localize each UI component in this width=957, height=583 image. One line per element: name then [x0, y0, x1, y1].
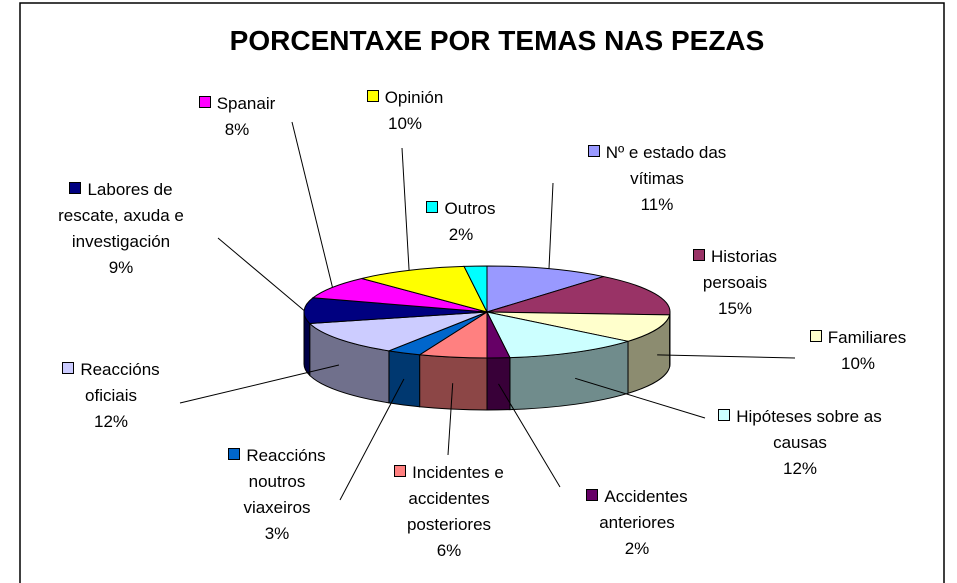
- slice: [463, 265, 488, 313]
- legend-key: [394, 465, 407, 477]
- category-label: Reaccións noutros viaxeiros: [243, 446, 326, 517]
- value-label: 10%: [387, 114, 423, 133]
- data-label: Reaccións noutros viaxeiros 3%: [222, 443, 332, 547]
- value-label: 8%: [224, 120, 250, 139]
- legend-key: [692, 249, 705, 261]
- category-label: Labores de rescate, axuda e investigació…: [58, 180, 184, 251]
- data-label: Familiares 10%: [788, 325, 928, 377]
- legend-key: [228, 448, 241, 460]
- category-label: Accidentes anteriores: [599, 487, 688, 532]
- label-name: Reaccións noutros viaxeiros: [222, 443, 332, 521]
- data-label: Reaccións oficiais 12%: [46, 357, 176, 435]
- category-label: Familiares: [827, 328, 907, 347]
- value-label: 10%: [840, 354, 876, 373]
- leader-line: [657, 354, 796, 359]
- label-name: Labores de rescate, axuda e investigació…: [44, 177, 199, 255]
- category-label: Hipóteses sobre as causas: [736, 407, 882, 452]
- legend-key: [426, 201, 439, 213]
- label-name: Hipóteses sobre as causas: [713, 404, 888, 456]
- data-label: Accidentes anteriores 2%: [577, 484, 697, 562]
- data-label: Spanair 8%: [187, 91, 287, 143]
- chart-title: PORCENTAXE POR TEMAS NAS PEZAS: [230, 25, 765, 56]
- leader-line: [401, 147, 410, 271]
- category-label: Reaccións oficiais: [80, 360, 160, 405]
- legend-key: [809, 330, 822, 342]
- leader-line: [217, 237, 305, 311]
- chart-border: [19, 2, 945, 583]
- data-label: Opinión 10%: [350, 85, 460, 137]
- legend-key: [69, 182, 82, 194]
- slice: [486, 311, 671, 342]
- leader-line: [179, 364, 340, 404]
- value-label: 12%: [782, 459, 818, 478]
- data-label: Incidentes e accidentes posteriores 6%: [387, 460, 512, 564]
- slice: [486, 276, 671, 316]
- slice: [361, 265, 488, 313]
- label-name: Opinión: [350, 85, 460, 111]
- legend-key: [198, 96, 211, 108]
- legend-key: [587, 145, 600, 157]
- leader-line: [548, 182, 554, 269]
- data-label: Labores de rescate, axuda e investigació…: [44, 177, 199, 281]
- leader-line: [498, 383, 561, 488]
- label-name: Outros: [411, 196, 511, 222]
- slice: [311, 277, 488, 313]
- value-label: 11%: [640, 195, 674, 214]
- category-label: Opinión: [384, 88, 444, 107]
- value-label: 12%: [93, 412, 129, 431]
- label-name: Historias persoais: [680, 244, 790, 296]
- slice-side: [486, 357, 511, 411]
- legend-key: [366, 90, 379, 102]
- leader-line: [447, 383, 454, 456]
- value-label: 2%: [624, 539, 650, 558]
- legend-key: [718, 409, 731, 421]
- value-label: 3%: [264, 524, 290, 543]
- category-label: Outros: [444, 199, 496, 218]
- value-label: 6%: [436, 541, 462, 560]
- data-label: Historias persoais 15%: [680, 244, 790, 322]
- leader-line: [291, 121, 333, 288]
- data-label: Nº e estado das vítimas 11%: [572, 140, 742, 218]
- label-name: Reaccións oficiais: [46, 357, 176, 409]
- label-name: Nº e estado das vítimas: [572, 140, 742, 192]
- category-label: Historias persoais: [702, 247, 778, 292]
- slice-side: [419, 354, 488, 411]
- data-label: Hipóteses sobre as causas 12%: [713, 404, 888, 482]
- label-name: Incidentes e accidentes posteriores: [387, 460, 512, 538]
- data-label: Outros 2%: [411, 196, 511, 248]
- legend-key: [62, 362, 75, 374]
- slice: [308, 311, 488, 352]
- legend-key: [586, 489, 599, 501]
- value-label: 2%: [448, 225, 474, 244]
- slice: [486, 311, 629, 359]
- category-label: Spanair: [216, 94, 276, 113]
- value-label: 15%: [717, 299, 753, 318]
- label-name: Spanair: [187, 91, 287, 117]
- category-label: Incidentes e accidentes posteriores: [406, 463, 504, 534]
- label-name: Accidentes anteriores: [577, 484, 697, 536]
- value-label: 9%: [108, 258, 134, 277]
- category-label: Nº e estado das vítimas: [605, 143, 727, 188]
- label-name: Familiares: [788, 325, 928, 351]
- leader-line: [575, 377, 706, 419]
- leader-line: [339, 378, 405, 501]
